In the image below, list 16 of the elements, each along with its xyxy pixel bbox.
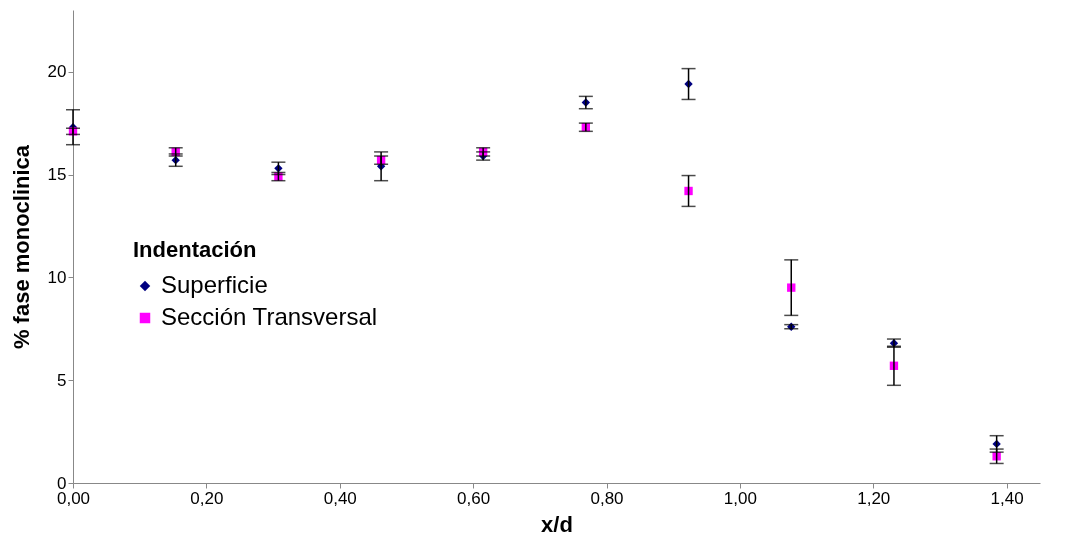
y-tick-label: 5 xyxy=(57,370,67,390)
x-tick-label: 1,40 xyxy=(990,488,1024,508)
x-tick-label: 1,20 xyxy=(857,488,891,508)
y-axis-title: % fase monoclinica xyxy=(8,144,34,350)
x-tick-label: 0,60 xyxy=(457,488,491,508)
legend-title: Indentación xyxy=(133,237,257,262)
legend-label: Superficie xyxy=(161,271,268,298)
x-tick-label: 0,20 xyxy=(190,488,224,508)
x-tick-label: 0,80 xyxy=(590,488,624,508)
y-tick-label: 15 xyxy=(47,165,67,185)
y-tick-label: 20 xyxy=(47,62,67,82)
x-tick-label: 1,00 xyxy=(723,488,757,508)
legend-label: Sección Transversal xyxy=(161,303,378,330)
y-tick-label: 10 xyxy=(47,267,67,287)
x-tick-label: 0,40 xyxy=(323,488,357,508)
x-axis-title: x/d xyxy=(541,511,573,537)
